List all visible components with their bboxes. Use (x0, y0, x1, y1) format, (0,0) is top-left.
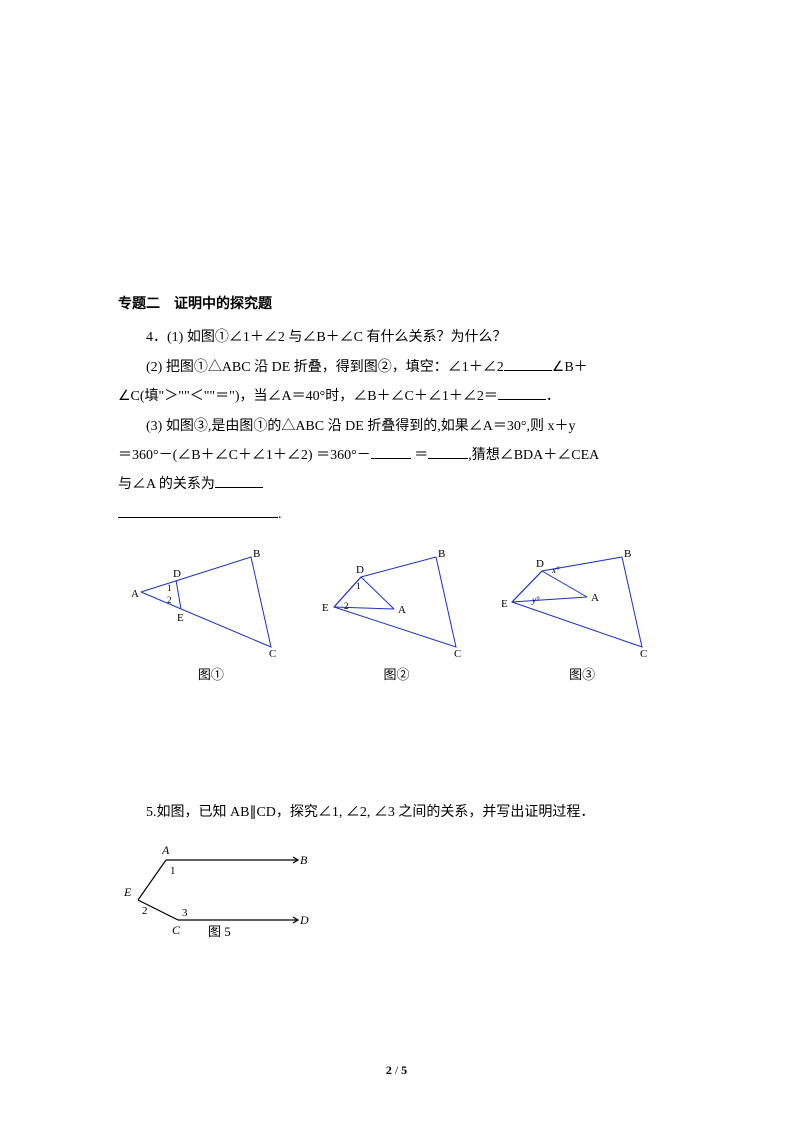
svg-text:A: A (591, 592, 599, 604)
svg-text:1: 1 (356, 581, 361, 591)
q4-part2-b: ∠B＋ (552, 360, 588, 375)
q4-part3-e: 与∠A 的关系为 (118, 477, 215, 492)
svg-text:C: C (269, 648, 276, 657)
blank-fill (504, 356, 552, 371)
svg-text:C: C (454, 648, 461, 657)
svg-text:B: B (624, 548, 631, 560)
svg-text:1: 1 (167, 583, 172, 593)
q4-part3-b: ＝360°－(∠B＋∠C＋∠1＋∠2) ＝360°－ (118, 448, 371, 463)
figure-2: B C D E A 1 2 图② (316, 547, 476, 688)
q5-fig-label: 图 5 (208, 924, 231, 939)
svg-text:D: D (536, 558, 544, 570)
svg-text:E: E (502, 598, 508, 610)
q5-text: 5.如图，已知 AB∥CD，探究∠1, ∠2, ∠3 之间的关系，并写出证明过程… (118, 798, 675, 827)
q4-part3: (3) 如图③,是由图①的△ABC 沿 DE 折叠得到的,如果∠A＝30°,则 … (118, 412, 675, 441)
svg-text:E: E (322, 602, 329, 614)
figure-3: B C D E A x° y° 图③ (502, 547, 662, 688)
q4-part1: 4．(1) 如图①∠1＋∠2 与∠B＋∠C 有什么关系？为什么？ (118, 323, 675, 352)
svg-text:y°: y° (531, 595, 540, 605)
blank-fill (215, 473, 263, 488)
q4-part2-a: (2) 把图①△ABC 沿 DE 折叠，得到图②，填空：∠1＋∠2 (146, 360, 504, 375)
svg-text:2: 2 (142, 905, 148, 917)
figure-2-label: 图② (316, 661, 476, 688)
svg-text:A: A (161, 843, 170, 857)
blank-fill (428, 444, 468, 459)
blank-fill (371, 444, 411, 459)
svg-text:D: D (299, 913, 309, 927)
page-number: 2 / 5 (0, 1063, 793, 1078)
q4-part3-a: (3) 如图③,是由图①的△ABC 沿 DE 折叠得到的,如果∠A＝30°,则 … (146, 419, 575, 434)
page-total: 5 (401, 1063, 407, 1077)
svg-text:E: E (123, 885, 132, 899)
figure-row: A B C D E 1 2 图① (118, 547, 675, 688)
svg-text:D: D (173, 568, 181, 580)
q4-part3-line3: 与∠A 的关系为 (118, 470, 675, 499)
q4-part2-d: ． (546, 389, 560, 404)
svg-text:C: C (640, 648, 647, 657)
q4-part2: (2) 把图①△ABC 沿 DE 折叠，得到图②，填空：∠1＋∠2 ∠B＋ (118, 353, 675, 382)
svg-text:2: 2 (167, 595, 172, 605)
svg-text:3: 3 (182, 907, 188, 919)
q4-part3-d: ,猜想∠BDA＋∠CEA (468, 448, 599, 463)
svg-text:B: B (253, 548, 260, 560)
svg-text:B: B (438, 548, 445, 560)
figure-3-label: 图③ (502, 661, 662, 688)
q4-part3-f: . (278, 507, 282, 522)
svg-text:1: 1 (170, 865, 176, 877)
q4-part3-c: ＝ (414, 448, 428, 463)
q4-part3-line4: . (118, 500, 675, 529)
section-title: 专题二 证明中的探究题 (118, 290, 675, 319)
svg-text:B: B (300, 853, 308, 867)
q4-part2-line2: ∠C(填"＞""＜""＝")，当∠A＝40°时，∠B＋∠C＋∠1＋∠2＝ ． (118, 382, 675, 411)
blank-fill (118, 503, 278, 518)
q4-part2-c: ∠C(填"＞""＜""＝")，当∠A＝40°时，∠B＋∠C＋∠1＋∠2＝ (118, 389, 498, 404)
svg-text:2: 2 (344, 601, 349, 611)
q4-part3-line2: ＝360°－(∠B＋∠C＋∠1＋∠2) ＝360°－ ＝ ,猜想∠BDA＋∠CEA (118, 441, 675, 470)
q5: 5.如图，已知 AB∥CD，探究∠1, ∠2, ∠3 之间的关系，并写出证明过程… (118, 798, 675, 949)
svg-text:A: A (131, 588, 139, 600)
q5-figure: A B E C D 1 2 3 图 5 (118, 840, 675, 950)
figure-1-label: 图① (131, 661, 291, 688)
svg-text:D: D (356, 564, 364, 576)
svg-text:C: C (172, 923, 181, 937)
svg-text:A: A (398, 604, 406, 616)
blank-fill (498, 385, 546, 400)
svg-text:x°: x° (551, 565, 560, 575)
svg-text:E: E (177, 612, 184, 624)
page-sep: / (392, 1063, 401, 1077)
figure-1: A B C D E 1 2 图① (131, 547, 291, 688)
